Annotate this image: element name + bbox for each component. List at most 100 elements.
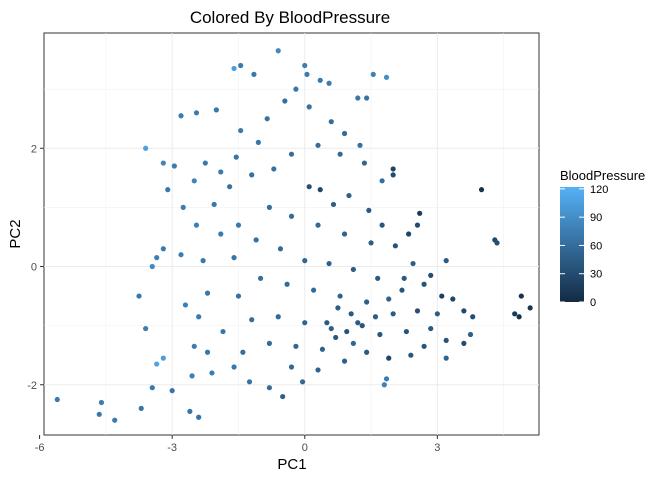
data-point bbox=[390, 311, 396, 317]
data-point bbox=[512, 311, 518, 317]
data-point bbox=[240, 349, 246, 355]
data-point bbox=[408, 352, 414, 358]
data-point bbox=[293, 343, 299, 349]
data-point bbox=[231, 364, 237, 370]
data-point bbox=[204, 290, 211, 296]
data-point bbox=[275, 314, 281, 320]
data-point bbox=[478, 187, 485, 193]
data-point bbox=[390, 172, 396, 178]
data-point bbox=[443, 258, 449, 264]
data-point bbox=[264, 116, 270, 122]
data-point bbox=[233, 154, 239, 160]
data-point bbox=[178, 113, 184, 119]
data-point bbox=[403, 328, 410, 335]
data-point bbox=[324, 320, 330, 326]
data-point bbox=[143, 145, 149, 151]
data-point bbox=[227, 184, 233, 190]
data-point bbox=[390, 166, 396, 172]
data-point bbox=[255, 139, 261, 145]
x-axis-title: PC1 bbox=[277, 456, 306, 473]
data-point bbox=[414, 222, 421, 228]
data-point bbox=[516, 314, 522, 320]
data-point bbox=[178, 252, 184, 258]
data-point bbox=[271, 166, 277, 172]
data-point bbox=[112, 417, 118, 423]
legend-ticks: 0 30 60 90 120 bbox=[560, 184, 608, 309]
data-point bbox=[249, 317, 255, 323]
data-point bbox=[317, 77, 323, 83]
data-point bbox=[306, 104, 312, 110]
y-tick-label: 0 bbox=[31, 262, 37, 274]
data-point bbox=[315, 222, 321, 228]
data-point bbox=[231, 255, 237, 261]
legend-title: BloodPressure bbox=[560, 168, 645, 183]
data-points bbox=[54, 48, 533, 423]
data-point bbox=[341, 231, 348, 237]
legend-break-label: 60 bbox=[590, 240, 602, 252]
data-point bbox=[346, 192, 352, 199]
data-point bbox=[149, 385, 155, 391]
data-point bbox=[359, 323, 365, 329]
legend-break-label: 90 bbox=[590, 212, 602, 224]
x-tick-label: -6 bbox=[35, 442, 45, 454]
data-point bbox=[304, 71, 310, 77]
data-point bbox=[443, 355, 449, 361]
data-point bbox=[302, 320, 308, 326]
grid-major bbox=[44, 33, 539, 435]
data-point bbox=[213, 107, 219, 113]
data-point bbox=[310, 287, 317, 293]
data-point bbox=[494, 240, 500, 246]
data-point bbox=[326, 80, 332, 86]
data-point bbox=[182, 302, 189, 308]
data-point bbox=[171, 163, 177, 169]
data-point bbox=[414, 308, 421, 314]
data-point bbox=[169, 388, 175, 394]
data-point bbox=[328, 325, 334, 332]
data-point bbox=[357, 142, 363, 148]
data-point bbox=[450, 296, 456, 302]
data-point bbox=[160, 355, 166, 361]
data-point bbox=[401, 275, 407, 281]
data-point bbox=[165, 187, 171, 193]
data-point bbox=[266, 204, 273, 210]
data-point bbox=[372, 314, 379, 320]
data-point bbox=[288, 151, 295, 157]
data-point bbox=[350, 266, 356, 273]
data-point bbox=[293, 86, 299, 92]
data-point bbox=[364, 349, 370, 355]
data-point bbox=[218, 169, 224, 175]
data-point bbox=[370, 71, 376, 77]
legend-break-label: 0 bbox=[590, 297, 596, 309]
data-point bbox=[191, 178, 197, 184]
data-point bbox=[288, 213, 295, 219]
data-point bbox=[154, 361, 160, 367]
data-point bbox=[392, 243, 398, 249]
data-point bbox=[266, 340, 273, 346]
data-point bbox=[421, 343, 427, 349]
data-point bbox=[379, 178, 385, 184]
data-point bbox=[249, 172, 255, 178]
data-point bbox=[417, 210, 423, 216]
x-tick-label: 0 bbox=[302, 442, 308, 454]
data-point bbox=[238, 62, 244, 69]
data-point bbox=[355, 320, 361, 326]
data-point bbox=[350, 340, 356, 346]
chart-title: Colored By BloodPressure bbox=[190, 8, 390, 27]
data-point bbox=[246, 379, 253, 385]
data-point bbox=[467, 331, 474, 338]
data-point bbox=[220, 328, 226, 335]
data-point bbox=[235, 293, 242, 299]
data-point bbox=[461, 308, 467, 314]
data-point bbox=[399, 287, 405, 293]
data-point bbox=[319, 346, 326, 352]
data-point bbox=[377, 331, 383, 338]
data-point bbox=[335, 305, 341, 311]
data-point bbox=[361, 160, 368, 166]
data-point bbox=[280, 393, 286, 400]
data-point bbox=[218, 231, 224, 237]
data-point bbox=[439, 293, 445, 299]
data-point bbox=[253, 237, 259, 243]
data-point bbox=[315, 367, 321, 373]
data-point bbox=[299, 379, 306, 385]
